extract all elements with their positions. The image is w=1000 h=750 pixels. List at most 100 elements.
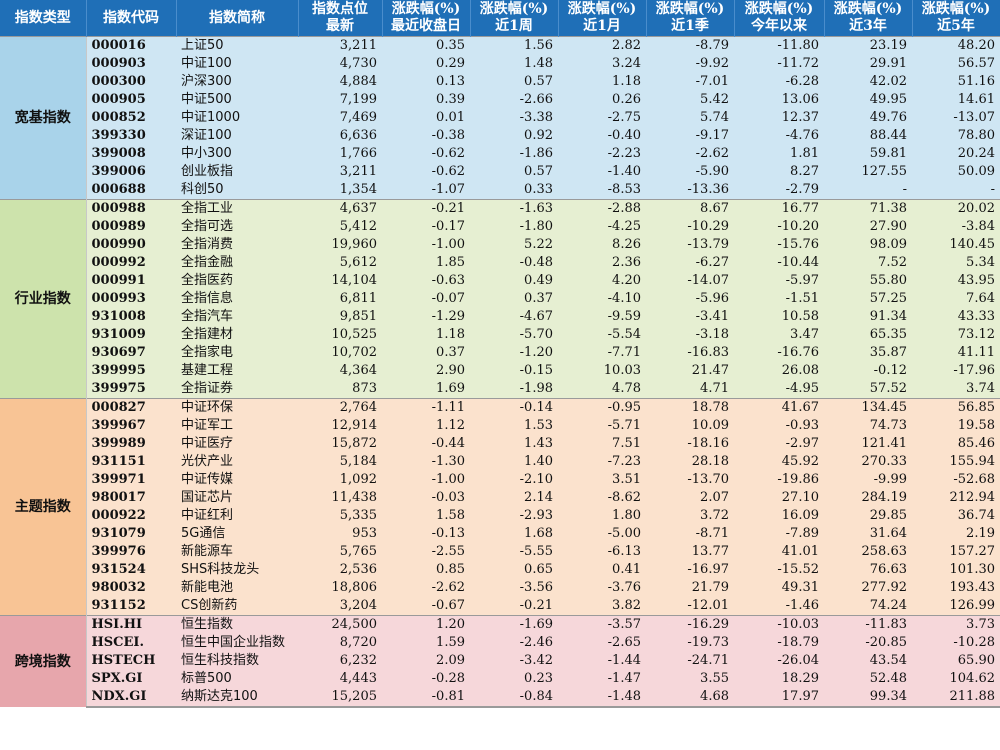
value-cell: 5.42 (700, 92, 729, 107)
value-cell: 1.58 (436, 508, 465, 523)
value-cell: -0.21 (382, 199, 470, 218)
value-cell: 17.97 (734, 688, 824, 708)
value-cell: 12,914 (331, 418, 378, 433)
value-cell: 14.61 (957, 92, 995, 107)
value-cell: 65.90 (957, 653, 995, 668)
index-code: 000992 (91, 255, 146, 270)
column-header-line1: 涨跌幅(%) (391, 1, 461, 17)
value-cell: 21.47 (691, 363, 729, 378)
value-cell: 1,354 (339, 182, 377, 197)
value-cell: -2.66 (519, 92, 553, 107)
index-group: 行业指数 000988 全指工业 4,637 -0.21 -1.63 -2.88 8.67 16… (0, 199, 1000, 399)
column-header-line1: 指数点位 (312, 1, 368, 17)
index-name: 5G通信 (181, 526, 226, 541)
value-cell: 0.35 (382, 36, 470, 55)
table-row: 931524 SHS科技龙头 2,536 0.85 0.65 0.41 -16.97 -15.… (0, 561, 1000, 579)
value-cell: 10,525 (331, 327, 378, 342)
value-cell: 2.19 (966, 526, 995, 541)
value-cell: 18.29 (781, 671, 819, 686)
index-name: 新能电池 (181, 580, 234, 595)
value-cell: 104.62 (949, 671, 996, 686)
value-cell: 127.55 (861, 164, 908, 179)
value-cell: 873 (352, 381, 377, 396)
value-cell: 3.51 (612, 472, 641, 487)
value-cell: -8.62 (607, 490, 641, 505)
value-cell: 1.53 (524, 418, 553, 433)
index-name: 国证芯片 (181, 490, 234, 505)
value-cell: 1.48 (524, 56, 553, 71)
value-cell: 0.57 (524, 74, 553, 89)
index-code: 931524 (91, 562, 146, 577)
value-cell: -10.03 (734, 615, 824, 634)
value-cell: 19.58 (957, 418, 995, 433)
index-name: 中证1000 (181, 110, 241, 125)
value-cell: -5.54 (607, 327, 641, 342)
value-cell: -2.97 (785, 436, 819, 451)
value-cell: 1.12 (436, 418, 465, 433)
value-cell: 1.59 (436, 635, 465, 650)
value-cell: -3.38 (519, 110, 553, 125)
value-cell: 5,412 (339, 219, 377, 234)
value-cell: -0.14 (470, 398, 558, 417)
column-header-line1: 涨跌幅(%) (567, 1, 637, 17)
table-row: 399971 中证传媒 1,092 -1.00 -2.10 3.51 -13.70 -19.8… (0, 471, 1000, 489)
value-cell: 0.49 (524, 273, 553, 288)
column-header-line2: 近5年 (937, 18, 975, 34)
value-cell: 2.09 (436, 653, 465, 668)
value-cell: 10.09 (691, 418, 729, 433)
value-cell: 23.19 (824, 36, 912, 55)
value-cell: -7.89 (785, 526, 819, 541)
value-cell: 76.63 (869, 562, 907, 577)
index-code: 399008 (91, 146, 146, 161)
value-cell: -2.46 (519, 635, 553, 650)
index-name: CS创新药 (181, 598, 238, 613)
index-name: 全指证券 (181, 381, 234, 396)
value-cell: 29.85 (869, 508, 907, 523)
value-cell: -18.16 (687, 436, 729, 451)
index-code: 399006 (91, 164, 146, 179)
table-row: 980032 新能电池 18,806 -2.62 -3.56 -3.76 21.79 49.3… (0, 579, 1000, 597)
column-header-line2: 近1周 (495, 18, 533, 34)
column-header-line1: 涨跌幅(%) (655, 1, 725, 17)
value-cell: -3.18 (695, 327, 729, 342)
index-name: 全指信息 (181, 291, 234, 306)
value-cell: -0.13 (431, 526, 465, 541)
value-cell: 13.77 (691, 544, 729, 559)
index-name: 纳斯达克100 (176, 688, 298, 708)
value-cell: -2.93 (519, 508, 553, 523)
value-cell: 0.37 (524, 291, 553, 306)
value-cell: 0.13 (436, 74, 465, 89)
value-cell: -1.40 (607, 164, 641, 179)
table-row: 399967 中证军工 12,914 1.12 1.53 -5.71 10.09 -0.93 7… (0, 417, 1000, 435)
table-row: 399989 中证医疗 15,872 -0.44 1.43 7.51 -18.16 -2.97… (0, 435, 1000, 453)
index-code: SPX.GI (91, 671, 143, 686)
index-name: SHS科技龙头 (181, 562, 260, 577)
value-cell: 41.67 (734, 398, 824, 417)
value-cell: 3.47 (790, 327, 819, 342)
column-header: 指数类型 (0, 0, 87, 37)
index-code: NDX.GI (86, 688, 176, 708)
value-cell: 14,104 (331, 273, 378, 288)
value-cell: 59.81 (869, 146, 907, 161)
value-cell: 16.77 (734, 199, 824, 218)
index-name: 深证100 (181, 128, 232, 143)
value-cell: 13.06 (781, 92, 819, 107)
value-cell: 41.01 (781, 544, 819, 559)
column-header: 指数代码 (86, 0, 177, 37)
value-cell: -2.62 (431, 580, 465, 595)
value-cell: 4,443 (339, 671, 377, 686)
value-cell: -7.23 (607, 454, 641, 469)
value-cell: 1.68 (524, 526, 553, 541)
value-cell: -15.76 (777, 237, 819, 252)
index-code: 399330 (91, 128, 146, 143)
index-code: 980032 (91, 580, 146, 595)
value-cell: -14.07 (687, 273, 729, 288)
index-name: 全指金融 (181, 255, 234, 270)
value-cell: -8.53 (607, 182, 641, 197)
value-cell: 2.36 (612, 255, 641, 270)
value-cell: -3.76 (607, 580, 641, 595)
value-cell: 19,960 (331, 237, 378, 252)
value-cell: 8.67 (646, 199, 734, 218)
value-cell: 211.88 (912, 688, 1000, 708)
value-cell: 270.33 (861, 454, 908, 469)
